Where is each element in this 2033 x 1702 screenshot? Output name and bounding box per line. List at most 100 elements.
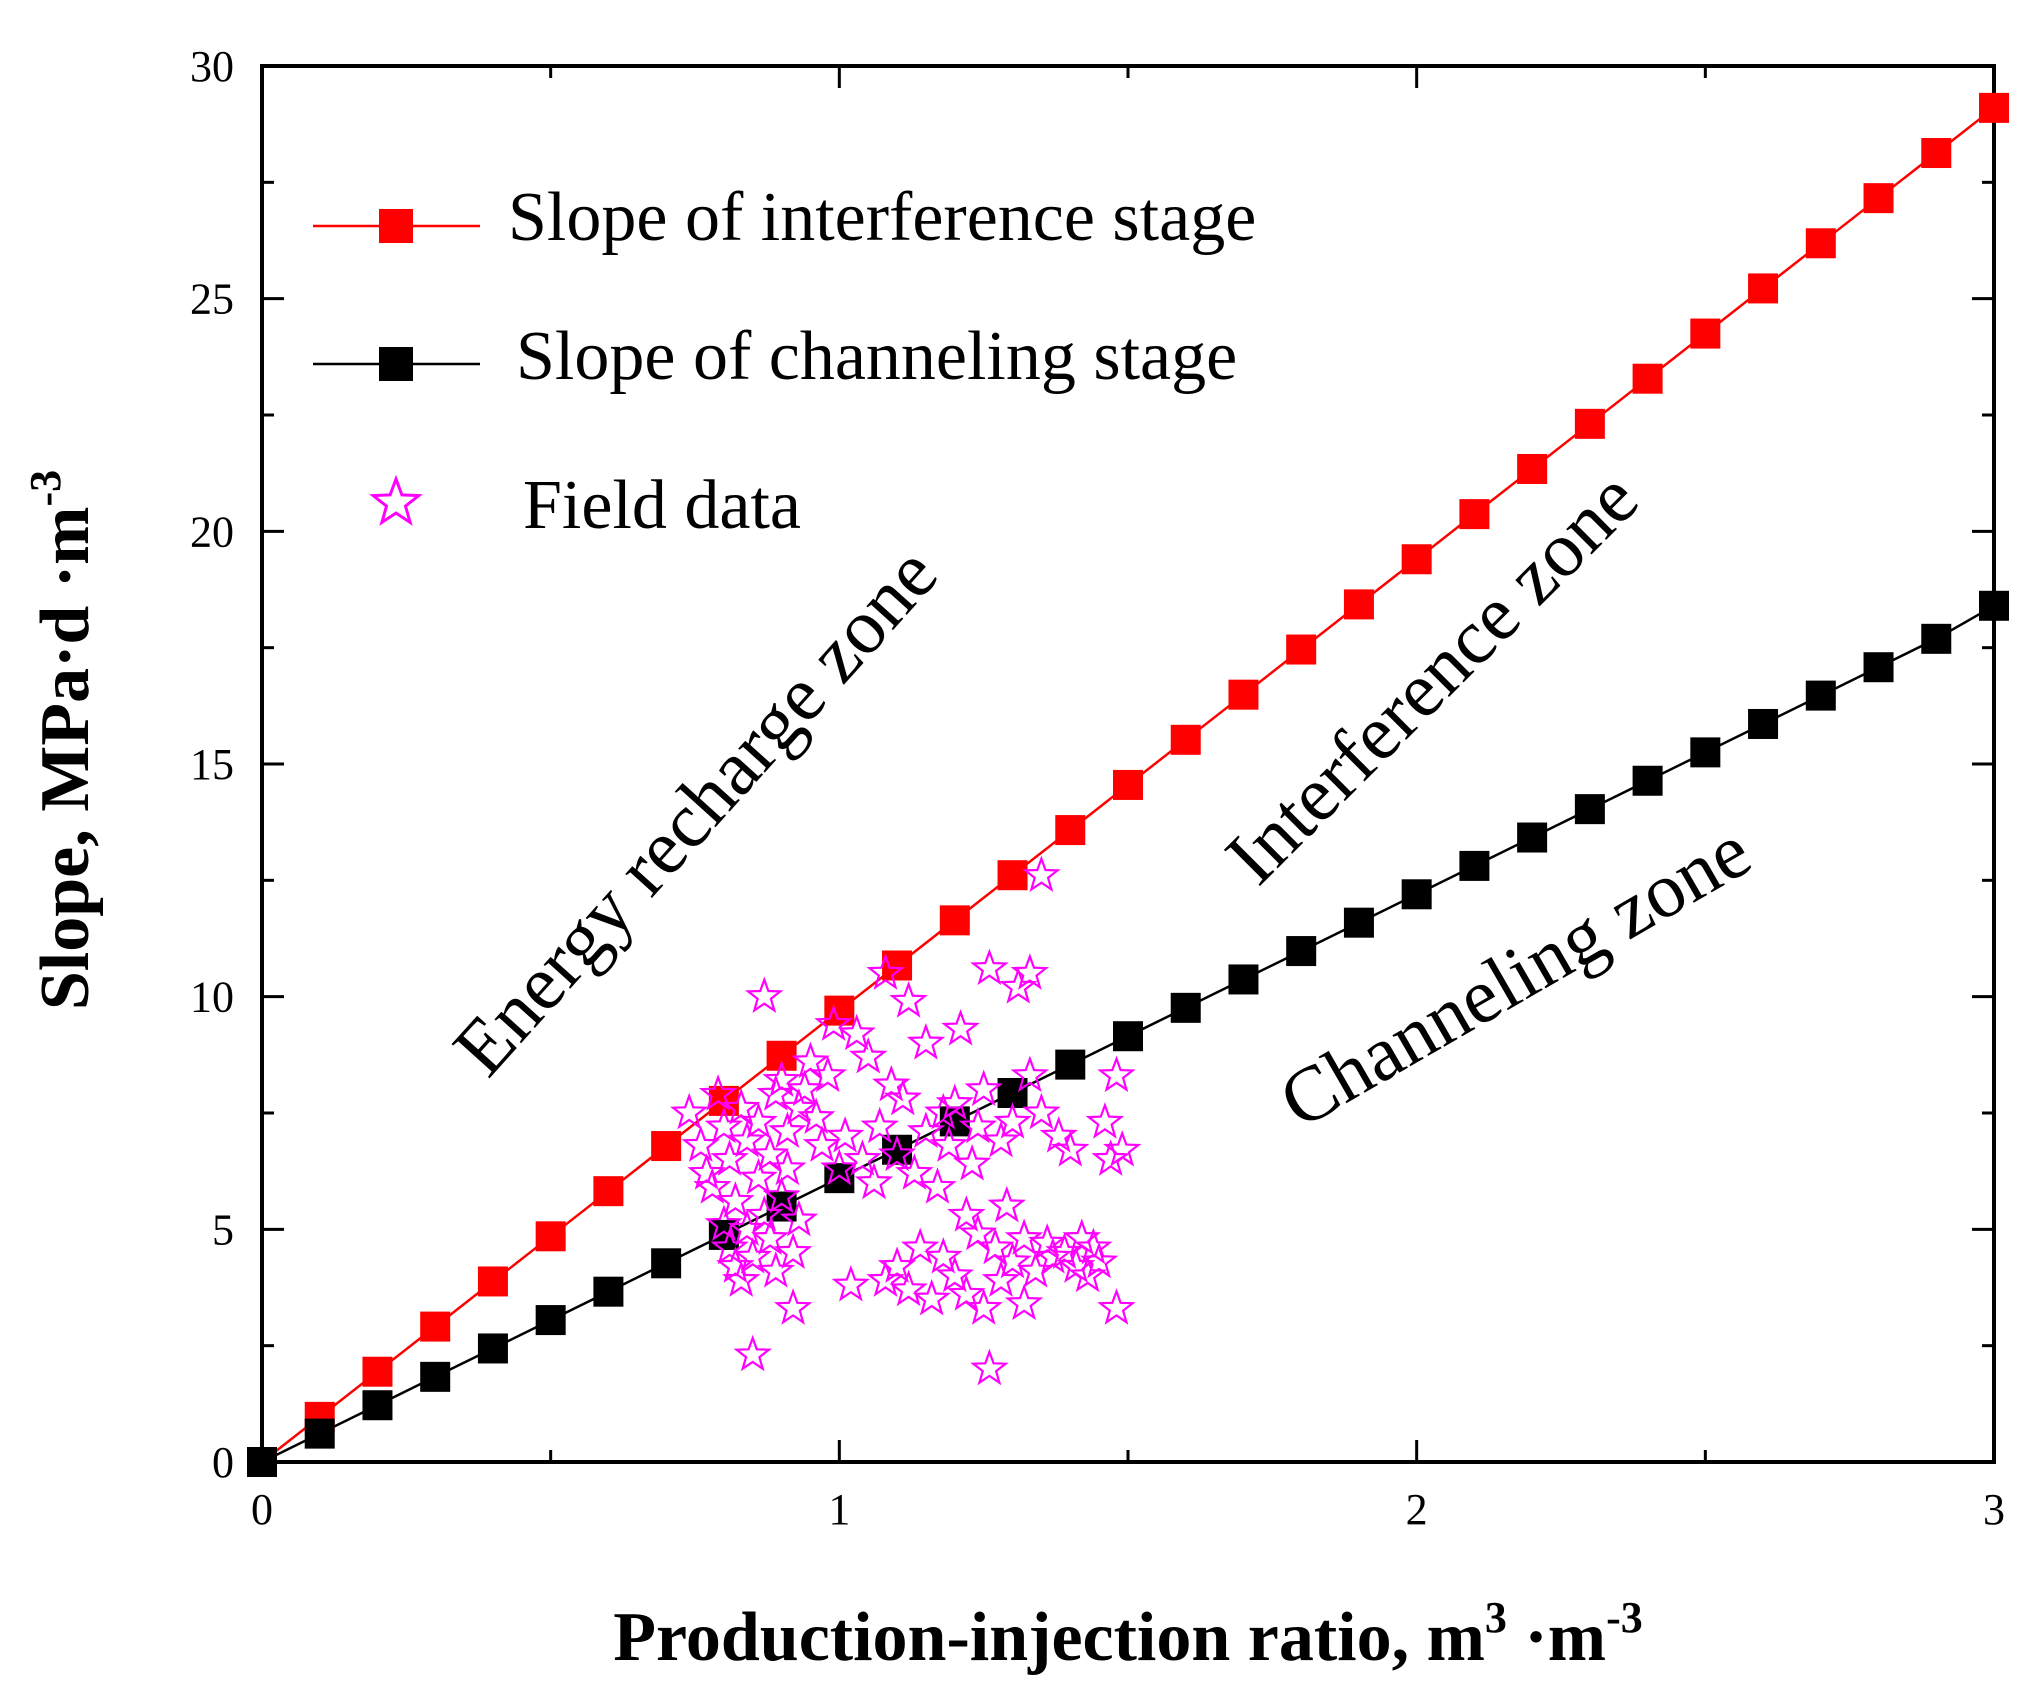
field-data-point bbox=[1004, 1283, 1044, 1321]
field-data-point bbox=[877, 1246, 917, 1283]
field-data-point bbox=[814, 1004, 853, 1041]
field-data-point bbox=[750, 1218, 790, 1256]
y-tick-label: 20 bbox=[190, 507, 234, 556]
field-data-point bbox=[947, 1195, 986, 1232]
interference-point bbox=[477, 1266, 508, 1297]
interference-point bbox=[1286, 634, 1317, 665]
field-data-point bbox=[825, 1116, 865, 1153]
field-data-point bbox=[837, 1013, 876, 1051]
field-data-point bbox=[993, 1102, 1032, 1139]
field-data-point bbox=[1010, 1055, 1050, 1093]
interference-point bbox=[651, 1131, 682, 1162]
y-tick-label: 25 bbox=[190, 275, 234, 324]
x-tick-label: 3 bbox=[1983, 1485, 2005, 1534]
field-data-point bbox=[831, 1264, 871, 1302]
field-data-point bbox=[970, 948, 1009, 986]
field-data-point bbox=[1039, 1116, 1078, 1153]
field-data-point bbox=[721, 1260, 761, 1297]
field-data-point bbox=[733, 1237, 772, 1274]
field-data-point bbox=[906, 1022, 946, 1060]
x-axis-title-main: Production-injection ratio, m bbox=[613, 1599, 1485, 1676]
field-data-point bbox=[739, 1157, 778, 1195]
interference-point bbox=[1401, 544, 1432, 575]
field-data-point bbox=[952, 1143, 992, 1181]
field-data-point bbox=[773, 1288, 813, 1325]
field-data-point bbox=[1045, 1232, 1084, 1270]
x-tick-label: 2 bbox=[1406, 1485, 1428, 1534]
field-data-point bbox=[779, 1199, 819, 1237]
x-axis-title-sup1: 3 bbox=[1485, 1593, 1507, 1642]
plot-frame bbox=[260, 64, 1996, 1464]
field-data-point bbox=[872, 1064, 911, 1102]
field-data-point bbox=[999, 967, 1038, 1004]
legend-marker-channeling bbox=[379, 347, 413, 381]
interference-point bbox=[1343, 589, 1374, 620]
field-data-point bbox=[975, 1227, 1015, 1265]
field-data-point bbox=[1051, 1129, 1090, 1167]
field-data-point bbox=[947, 1274, 986, 1311]
interference-point bbox=[882, 950, 913, 981]
channeling-point bbox=[1632, 765, 1663, 796]
field-data-point bbox=[1074, 1227, 1113, 1265]
legend-marker-field-data bbox=[369, 474, 423, 526]
interference-point bbox=[997, 860, 1028, 891]
field-data-point bbox=[860, 1106, 899, 1144]
channeling-point bbox=[1979, 590, 2009, 621]
field-data-point bbox=[802, 1125, 842, 1162]
x-tick-label: 1 bbox=[828, 1485, 850, 1534]
legend-label-channeling: Slope of channeling stage bbox=[516, 318, 1237, 395]
channeling-point bbox=[420, 1361, 451, 1392]
field-data-point bbox=[900, 1227, 940, 1265]
field-data-point bbox=[762, 1060, 801, 1097]
field-data-point bbox=[710, 1139, 749, 1176]
field-data-point bbox=[1004, 1218, 1044, 1256]
field-data-point bbox=[791, 1041, 830, 1079]
field-data-point bbox=[1091, 1139, 1130, 1176]
field-data-point bbox=[745, 976, 784, 1014]
channeling-point bbox=[1748, 708, 1779, 739]
field-data-point bbox=[854, 1162, 894, 1200]
field-data-point bbox=[935, 1083, 975, 1120]
channeling-point bbox=[1170, 992, 1201, 1023]
field-data-point bbox=[704, 1106, 744, 1144]
field-data-point bbox=[1097, 1055, 1136, 1093]
channeling-point bbox=[535, 1305, 566, 1336]
interference-point bbox=[1574, 408, 1605, 439]
legend-label-interference: Slope of interference stage bbox=[508, 179, 1256, 256]
field-data-point bbox=[924, 1237, 963, 1274]
field-data-point bbox=[981, 1260, 1021, 1297]
interference-point bbox=[1748, 273, 1779, 304]
legend-label-field-data: Field data bbox=[523, 467, 801, 544]
field-data-point bbox=[843, 1139, 882, 1176]
field-data-point bbox=[924, 1092, 963, 1130]
field-data-point bbox=[958, 1213, 998, 1251]
field-data-point bbox=[750, 1134, 790, 1172]
channeling-point bbox=[304, 1418, 335, 1449]
field-data-point bbox=[756, 1074, 796, 1111]
field-data-point bbox=[848, 1036, 888, 1074]
annotation-interference-zone: Interference zone bbox=[1209, 454, 1655, 900]
field-data-point bbox=[733, 1334, 772, 1372]
interference-point bbox=[362, 1356, 393, 1387]
field-data-point bbox=[889, 981, 928, 1018]
field-data-point bbox=[941, 1008, 980, 1046]
field-data-point bbox=[716, 1246, 755, 1283]
channeling-point bbox=[477, 1333, 508, 1364]
channeling-point bbox=[362, 1390, 393, 1421]
field-data-point bbox=[1085, 1102, 1125, 1139]
field-data-point bbox=[820, 1148, 859, 1186]
channeling-point bbox=[1690, 737, 1721, 768]
interference-point bbox=[939, 905, 970, 936]
channeling-point bbox=[1574, 794, 1605, 825]
channeling-point bbox=[1228, 964, 1259, 995]
y-axis-title: Slope, MPa·d ·m-3 bbox=[21, 470, 104, 1010]
interference-point bbox=[1921, 138, 1952, 169]
field-data-point bbox=[883, 1078, 923, 1116]
channeling-point bbox=[1401, 879, 1432, 910]
field-data-point bbox=[716, 1181, 755, 1218]
field-data-point bbox=[704, 1204, 744, 1242]
legend: Slope of interference stage Slope of cha… bbox=[313, 179, 1256, 544]
field-data-point bbox=[970, 1348, 1009, 1386]
field-data-point bbox=[1033, 1237, 1073, 1274]
